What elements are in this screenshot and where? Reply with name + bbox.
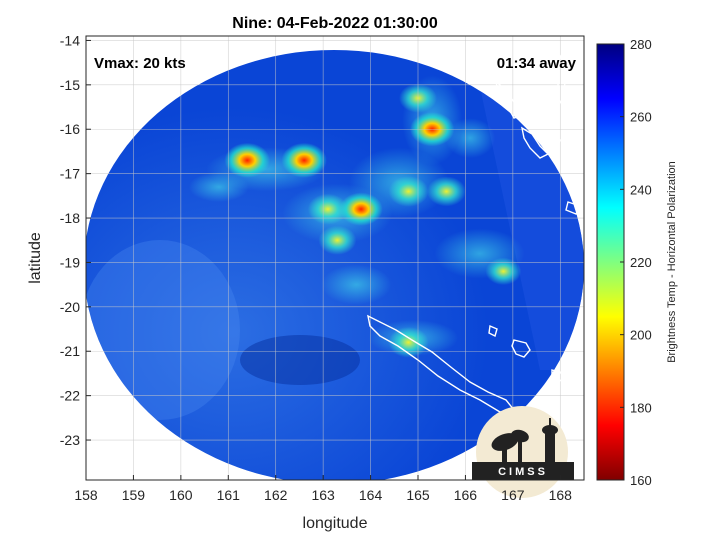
coastlines: [367, 53, 581, 413]
colorbar-tick-label: 280: [630, 37, 652, 52]
convective-cell: [224, 142, 271, 178]
axes-box: [85, 35, 585, 481]
dark-region: [240, 335, 360, 385]
convective-cell: [281, 142, 327, 178]
vanuatu-coast-5: [561, 157, 577, 171]
colorbar-label: Brightness Temp - Horizontal Polarizatio…: [666, 161, 678, 363]
x-tick-label: 162: [264, 487, 288, 503]
x-tick-label: 165: [406, 487, 430, 503]
x-tick-label: 164: [359, 487, 383, 503]
y-tick-label: -20: [60, 299, 80, 315]
vanuatu-coast-7: [549, 137, 561, 147]
colorbar-tick-label: 160: [630, 473, 652, 488]
y-tick-label: -23: [60, 432, 80, 448]
convective-cell: [388, 175, 429, 207]
convective-cell: [388, 326, 429, 358]
convective-cell: [307, 193, 348, 225]
x-tick-label: 159: [122, 487, 146, 503]
logo-text: CIMSS: [498, 466, 548, 478]
y-tick-label: -19: [60, 254, 80, 270]
x-tick-label: 167: [501, 487, 525, 503]
vanuatu-coast-4: [543, 101, 555, 111]
time-away-annotation: 01:34 away: [497, 55, 577, 72]
cloud-band: [188, 171, 249, 202]
cloud-band: [445, 118, 496, 159]
y-axis-label: latitude: [27, 232, 44, 284]
convective-cell: [426, 176, 466, 207]
y-tick-label: -15: [60, 77, 80, 93]
x-axis: 158 159 160 161 162 163 164 165 166 167 168: [74, 475, 572, 503]
x-tick-label: 168: [549, 487, 573, 503]
grid: [86, 36, 584, 480]
y-tick-label: -22: [60, 388, 80, 404]
swath: [86, 50, 584, 480]
y-axis: -14 -15 -16 -17 -18 -19 -20 -21 -22 -23: [60, 32, 91, 448]
convective-cell: [339, 192, 383, 226]
logo-dishes-icon: [491, 418, 558, 462]
y-tick-label: -21: [60, 343, 80, 359]
logo-banner: [472, 462, 574, 480]
colorbar-tick-label: 200: [630, 328, 652, 343]
vanuatu-coast-1: [494, 80, 521, 119]
light-region: [86, 240, 240, 420]
cloud-band: [321, 264, 392, 305]
x-tick-label: 158: [74, 487, 98, 503]
colorbar-tick-label: 240: [630, 182, 652, 197]
y-tick-label: -14: [60, 32, 80, 48]
x-tick-label: 160: [169, 487, 193, 503]
y-tick-label: -18: [60, 210, 80, 226]
x-tick-label: 163: [311, 487, 335, 503]
y-tick-label: -17: [60, 166, 80, 182]
vanuatu-coast-6: [565, 201, 581, 215]
convective-cell: [318, 225, 357, 255]
y-tick-label: -16: [60, 121, 80, 137]
colorbar-tick-label: 260: [630, 110, 652, 125]
vanuatu-coast-2: [521, 126, 550, 159]
vanuatu-coast-3: [557, 53, 571, 114]
cimss-logo: CIMSS: [472, 406, 574, 498]
colorbar-tick-label: 220: [630, 255, 652, 270]
loyalty-island-2: [488, 324, 498, 338]
chart-title: Nine: 04-Feb-2022 01:30:00: [232, 15, 438, 32]
x-tick-label: 166: [454, 487, 478, 503]
x-axis-label: longitude: [303, 515, 368, 532]
colorbar-ticks: 280 260 240 220 200 180 160: [620, 37, 652, 488]
x-tick-label: 161: [217, 487, 241, 503]
colorbar: [596, 43, 625, 481]
loyalty-island-1: [511, 339, 531, 358]
convective-cell: [485, 257, 522, 286]
convective-cells: [188, 75, 525, 358]
colorbar-tick-label: 180: [630, 400, 652, 415]
vmax-annotation: Vmax: 20 kts: [94, 55, 186, 72]
loyalty-island-3: [551, 369, 565, 383]
